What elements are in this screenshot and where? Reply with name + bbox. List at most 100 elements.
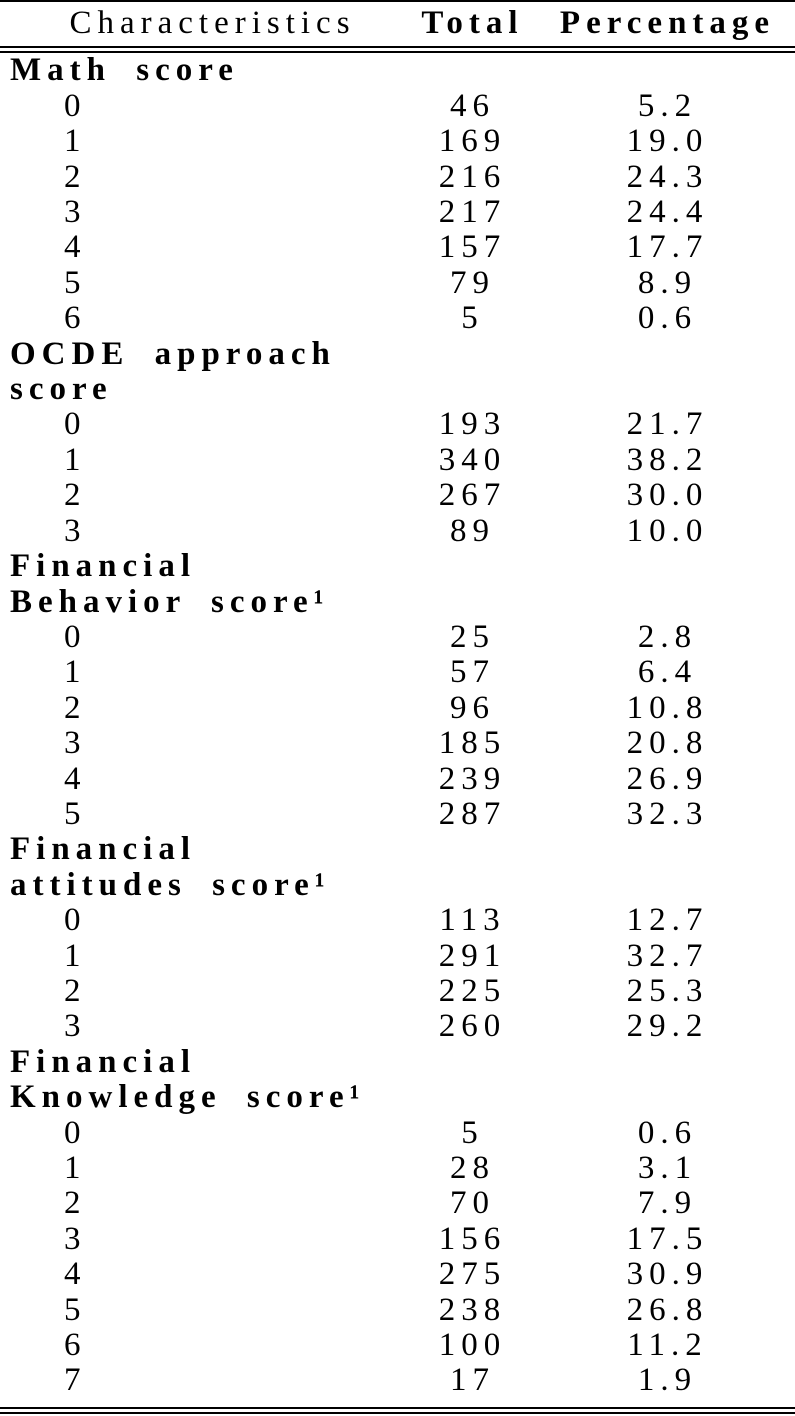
score-value-cell: 3	[64, 725, 87, 762]
section-header-row: Financial Knowledge score¹	[0, 1043, 795, 1116]
percentage-value-cell: 5.2	[637, 87, 698, 124]
total-value-cell: 287	[438, 795, 507, 832]
score-value-cell: 4	[64, 229, 87, 266]
total-value-cell: 57	[450, 654, 495, 691]
total-value-cell: 216	[438, 158, 507, 195]
section-label-line: Knowledge score¹	[10, 1079, 366, 1116]
total-value-cell: 169	[438, 123, 507, 160]
section-label: Financial Behavior score¹	[0, 548, 795, 620]
col-header-characteristics: Characteristics	[0, 5, 405, 54]
score-value-cell: 3	[64, 194, 87, 231]
score-value-cell: 5	[64, 795, 87, 832]
table-row: 4 239 26.9	[0, 760, 795, 797]
score-value-cell: 3	[64, 512, 87, 549]
score-value-cell: 6	[64, 1327, 87, 1364]
table-row: 1 291 32.7	[0, 937, 795, 974]
percentage-value-cell: 8.9	[637, 264, 698, 301]
section-label: Math score	[0, 50, 795, 89]
score-value-cell: 2	[64, 1185, 87, 1222]
total-value-cell: 217	[438, 194, 507, 231]
total-value-cell: 157	[438, 229, 507, 266]
score-value-cell: 2	[64, 689, 87, 726]
section-label-line: attitudes score¹	[10, 866, 331, 903]
col-header-total: Total	[405, 5, 540, 54]
table-row: 0 25 2.8	[0, 618, 795, 655]
score-value-cell: 1	[64, 937, 87, 974]
total-value-cell: 46	[450, 87, 495, 124]
total-value-cell: 100	[438, 1327, 507, 1364]
total-value-cell: 267	[438, 477, 507, 514]
total-value-cell: 156	[438, 1220, 507, 1257]
total-value-cell: 28	[450, 1150, 495, 1186]
percentage-value-cell: 3.1	[637, 1150, 698, 1186]
percentage-value-cell: 25.3	[626, 972, 709, 1009]
section-label-line: Financial	[10, 1043, 197, 1080]
percentage-value-cell: 10.8	[626, 689, 709, 726]
total-value-cell: 340	[438, 441, 507, 478]
score-value-cell: 1	[64, 441, 87, 478]
total-value-cell: 113	[439, 902, 506, 939]
total-value-cell: 238	[438, 1291, 507, 1328]
section-header-row: Financial Behavior score¹	[0, 548, 795, 620]
percentage-value-cell: 0.6	[637, 300, 698, 337]
total-value-cell: 5	[461, 300, 484, 337]
total-value-cell: 185	[438, 725, 507, 762]
percentage-value-cell: 29.2	[626, 1008, 709, 1045]
table-row: 6 100 11.2	[0, 1327, 795, 1364]
percentage-value-cell: 10.0	[626, 512, 709, 549]
section-label: Financial Knowledge score¹	[0, 1043, 795, 1116]
section-label-line: Financial	[10, 831, 197, 868]
percentage-value-cell: 30.9	[626, 1256, 709, 1293]
table-row: 5 287 32.3	[0, 795, 795, 832]
table-row: 0 113 12.7	[0, 902, 795, 939]
section-header-row: OCDE approach score	[0, 335, 795, 408]
section-label-line: OCDE approach	[10, 335, 336, 372]
percentage-value-cell: 19.0	[626, 123, 709, 160]
percentage-value-cell: 26.8	[626, 1291, 709, 1328]
percentage-value-cell: 21.7	[626, 406, 709, 443]
score-value-cell: 6	[64, 300, 87, 337]
score-value-cell: 2	[64, 972, 87, 1009]
score-value-cell: 1	[64, 1150, 87, 1186]
score-value-cell: 0	[64, 87, 87, 124]
table-row: 2 225 25.3	[0, 972, 795, 1009]
score-value-cell: 4	[64, 1256, 87, 1293]
score-value-cell: 5	[64, 1291, 87, 1328]
table-row: 3 185 20.8	[0, 725, 795, 762]
percentage-value-cell: 30.0	[626, 477, 709, 514]
table-row: 6 5 0.6	[0, 300, 795, 337]
percentage-value-cell: 2.8	[637, 618, 698, 655]
score-value-cell: 2	[64, 158, 87, 195]
table-row: 1 57 6.4	[0, 654, 795, 691]
table-row: 1 340 38.2	[0, 441, 795, 478]
col-header-percentage: Percentage	[540, 5, 795, 54]
score-value-cell: 0	[64, 406, 87, 443]
total-value-cell: 239	[438, 760, 507, 797]
table-row: 4 157 17.7	[0, 229, 795, 266]
score-value-cell: 0	[64, 1114, 87, 1151]
percentage-value-cell: 11.2	[627, 1327, 708, 1364]
percentage-value-cell: 32.3	[626, 795, 709, 832]
table-row: 3 89 10.0	[0, 512, 795, 549]
percentage-value-cell: 32.7	[626, 937, 709, 974]
score-value-cell: 7	[64, 1362, 87, 1399]
percentage-value-cell: 24.3	[626, 158, 709, 195]
table-row: 2 70 7.9	[0, 1185, 795, 1222]
score-value-cell: 4	[64, 760, 87, 797]
total-value-cell: 17	[450, 1362, 495, 1399]
percentage-value-cell: 17.5	[626, 1220, 709, 1257]
total-value-cell: 225	[438, 972, 507, 1009]
total-value-cell: 193	[438, 406, 507, 443]
section-label-line: Behavior score¹	[10, 583, 330, 620]
score-value-cell: 3	[64, 1008, 87, 1045]
section-label-line: score	[10, 371, 113, 408]
table-row: 1 169 19.0	[0, 123, 795, 160]
section-label: Financial attitudes score¹	[0, 831, 795, 903]
section-label: OCDE approach score	[0, 335, 795, 408]
percentage-value-cell: 38.2	[626, 441, 709, 478]
section-label-line: Math score	[10, 52, 239, 89]
score-value-cell: 1	[64, 123, 87, 160]
total-value-cell: 79	[450, 264, 495, 301]
score-value-cell: 0	[64, 618, 87, 655]
